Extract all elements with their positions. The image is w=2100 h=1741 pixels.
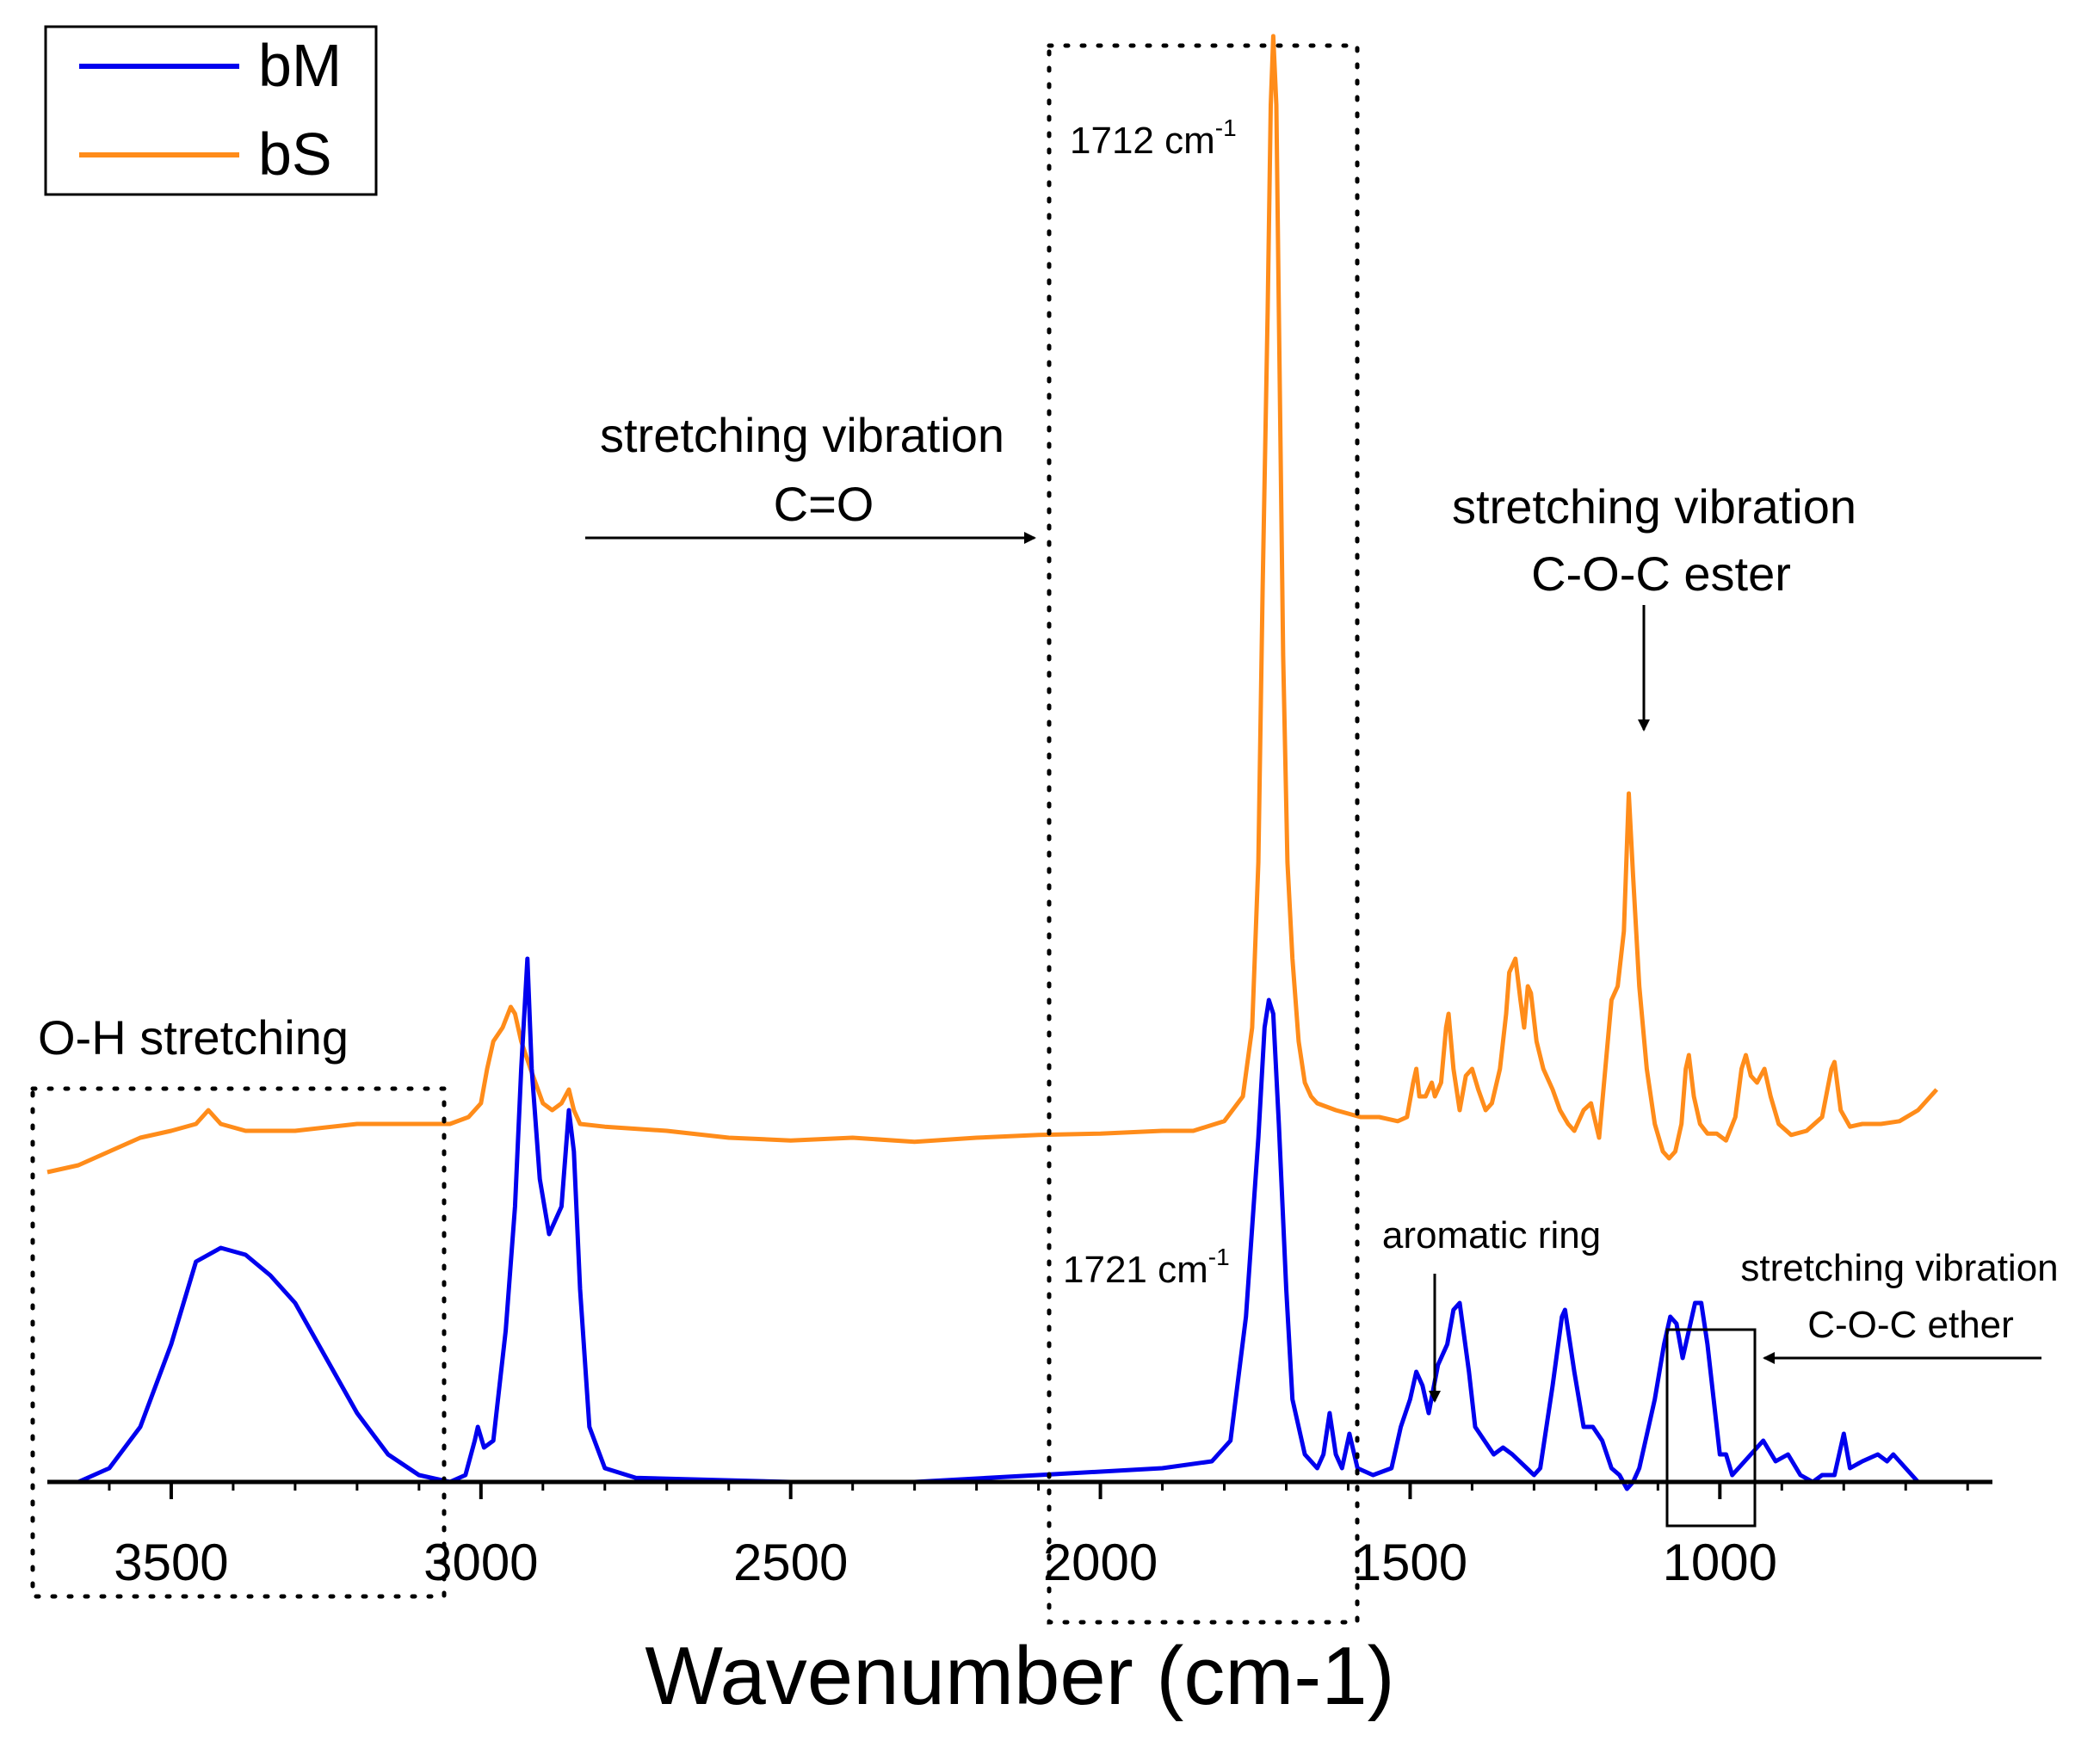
- co-annotation-line2: C=O: [774, 477, 874, 531]
- ester-annotation-line1: stretching vibration: [1452, 479, 1856, 534]
- legend-label-bS: bS: [258, 120, 332, 188]
- x-tick-label: 1500: [1353, 1534, 1467, 1591]
- x-tick-label: 2000: [1043, 1534, 1158, 1591]
- x-tick-label: 2500: [733, 1534, 848, 1591]
- legend-label-bM: bM: [258, 32, 342, 99]
- legend-box: [44, 25, 378, 196]
- ester-annotation-line2: C-O-C ester: [1531, 546, 1791, 601]
- oh-annotation: O-H stretching: [38, 1010, 349, 1065]
- ether-region-box: [1665, 1328, 1757, 1528]
- ether-annotation-line1: stretching vibration: [1740, 1247, 2058, 1289]
- series-line-bS: [46, 34, 1939, 1175]
- co-annotation-line1: stretching vibration: [600, 408, 1004, 462]
- peak-label-bS: 1712 cm-1: [1070, 114, 1237, 162]
- aromatic-annotation: aromatic ring: [1382, 1214, 1601, 1256]
- x-tick-label: 3000: [423, 1534, 538, 1591]
- x-tick-label: 3500: [114, 1534, 228, 1591]
- x-tick-label: 1000: [1663, 1534, 1777, 1591]
- oh-region-box: [30, 1086, 447, 1599]
- series-line-bM: [47, 956, 1930, 1491]
- x-axis-title: Wavenumber (cm-1): [645, 1630, 1394, 1722]
- ether-annotation-line2: C-O-C ether: [1807, 1304, 2014, 1346]
- x-axis-ticks: 3500 3000 2500 2000 1500 1000: [108, 1482, 1969, 1591]
- legend: bM bS: [44, 25, 378, 196]
- co-region-box: [1047, 43, 1360, 1625]
- peak-label-bM: 1721 cm-1: [1063, 1244, 1230, 1291]
